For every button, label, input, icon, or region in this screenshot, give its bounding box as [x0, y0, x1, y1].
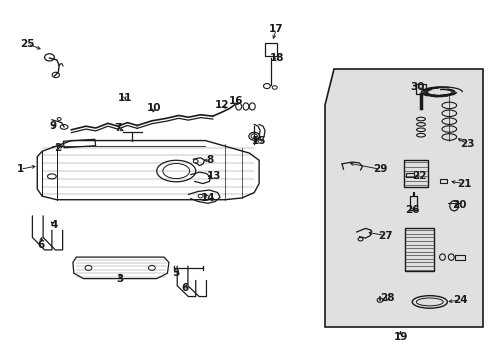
Text: 7: 7	[114, 123, 121, 133]
Text: 29: 29	[372, 164, 386, 174]
Text: 22: 22	[411, 171, 426, 181]
Bar	[409, 196, 416, 211]
Text: 15: 15	[251, 136, 266, 145]
Text: 12: 12	[215, 100, 229, 110]
Bar	[404, 160, 427, 187]
Bar	[405, 228, 433, 271]
Text: 25: 25	[20, 39, 35, 49]
Text: 4: 4	[51, 220, 58, 230]
Text: 11: 11	[118, 93, 132, 103]
Text: 20: 20	[451, 200, 466, 210]
Text: 19: 19	[392, 332, 407, 342]
Text: 30: 30	[409, 82, 424, 92]
Text: 9: 9	[49, 121, 56, 131]
Bar	[63, 139, 96, 148]
Text: 3: 3	[116, 274, 123, 284]
Text: 13: 13	[206, 171, 221, 181]
Text: 14: 14	[200, 193, 215, 203]
Text: 10: 10	[147, 103, 161, 113]
Text: 8: 8	[206, 155, 214, 165]
Bar	[415, 84, 425, 94]
Bar	[454, 255, 464, 260]
Text: 27: 27	[378, 231, 392, 240]
Text: 17: 17	[268, 24, 283, 35]
Bar	[439, 179, 447, 183]
Text: 2: 2	[55, 143, 61, 153]
Text: 28: 28	[379, 293, 394, 303]
Text: 24: 24	[452, 295, 467, 305]
Text: 18: 18	[269, 53, 284, 63]
Text: 16: 16	[228, 96, 243, 106]
Text: 21: 21	[456, 179, 470, 189]
Text: 23: 23	[460, 139, 474, 149]
Bar	[406, 173, 413, 177]
Text: 6: 6	[181, 283, 188, 293]
Text: 5: 5	[172, 268, 180, 278]
Text: 26: 26	[405, 206, 419, 216]
Text: 1: 1	[17, 164, 24, 174]
Text: 6: 6	[37, 239, 44, 249]
Polygon shape	[325, 69, 483, 327]
Bar	[265, 42, 277, 56]
